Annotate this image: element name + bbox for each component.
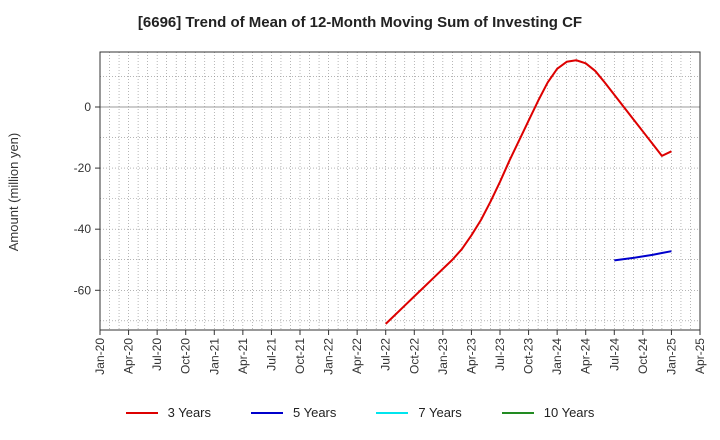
- x-tick-label: Jul-21: [264, 338, 278, 371]
- plot-border: [99, 51, 701, 331]
- y-tick-label: -40: [74, 222, 92, 236]
- x-tick-label: Apr-25: [693, 338, 707, 374]
- axes-layer: 0 -20 -40 -60 Jan-20 Apr-20 Jul-20 Oct-20 Jan-21…: [74, 51, 707, 375]
- legend-swatch-3-years: [125, 411, 158, 414]
- x-tick-label: Jan-24: [550, 338, 564, 375]
- x-tick-label: Jan-23: [436, 338, 450, 375]
- x-tick-label: Jul-20: [150, 338, 164, 371]
- series-layer: [385, 59, 672, 325]
- legend: 3 Years 5 Years 7 Years 10 Years: [0, 405, 720, 420]
- legend-swatch-10-years: [501, 411, 534, 414]
- x-tick-label: Apr-22: [350, 338, 364, 374]
- x-tick-label: Apr-23: [464, 338, 478, 374]
- x-tick-label: Jan-20: [93, 338, 107, 375]
- x-tick-label: Oct-23: [522, 338, 536, 374]
- y-tick-label: -60: [74, 283, 92, 297]
- grid-layer: [99, 52, 701, 330]
- x-tick-label: Jul-24: [607, 338, 621, 371]
- x-tick-label: Jan-25: [664, 338, 678, 375]
- y-tick-label: -20: [74, 161, 92, 175]
- legend-label-7-years: 7 Years: [418, 405, 462, 420]
- legend-label-10-years: 10 Years: [543, 405, 595, 420]
- x-tick-label: Apr-24: [579, 338, 593, 374]
- series-line-5-years: [614, 250, 672, 262]
- x-tick-label: Jan-22: [322, 338, 336, 375]
- x-tick-label: Apr-21: [236, 338, 250, 374]
- x-tick-label: Oct-21: [293, 338, 307, 374]
- x-tick-label: Jan-21: [207, 338, 221, 375]
- y-tick-label: 0: [84, 100, 91, 114]
- legend-swatch-5-years: [251, 411, 283, 414]
- x-tick-label: Jul-22: [379, 338, 393, 371]
- legend-label-3-years: 3 Years: [167, 405, 211, 420]
- chart-title: [6696] Trend of Mean of 12-Month Moving …: [137, 14, 583, 31]
- x-tick-label: Apr-20: [122, 338, 136, 374]
- x-tick-label: Jul-23: [493, 338, 507, 371]
- x-tick-label: Oct-20: [179, 338, 193, 374]
- series-line-3-years: [385, 59, 672, 325]
- x-tick-label: Oct-22: [407, 338, 421, 374]
- legend-swatch-7-years: [376, 411, 409, 414]
- y-axis-label: Amount (million yen): [6, 133, 21, 252]
- x-tick-label: Oct-24: [636, 338, 650, 374]
- legend-item-10-years: 10 Years: [501, 405, 595, 420]
- legend-label-5-years: 5 Years: [293, 405, 337, 420]
- legend-item-7-years: 7 Years: [376, 405, 462, 420]
- legend-item-5-years: 5 Years: [251, 405, 336, 420]
- legend-item-3-years: 3 Years: [125, 405, 211, 420]
